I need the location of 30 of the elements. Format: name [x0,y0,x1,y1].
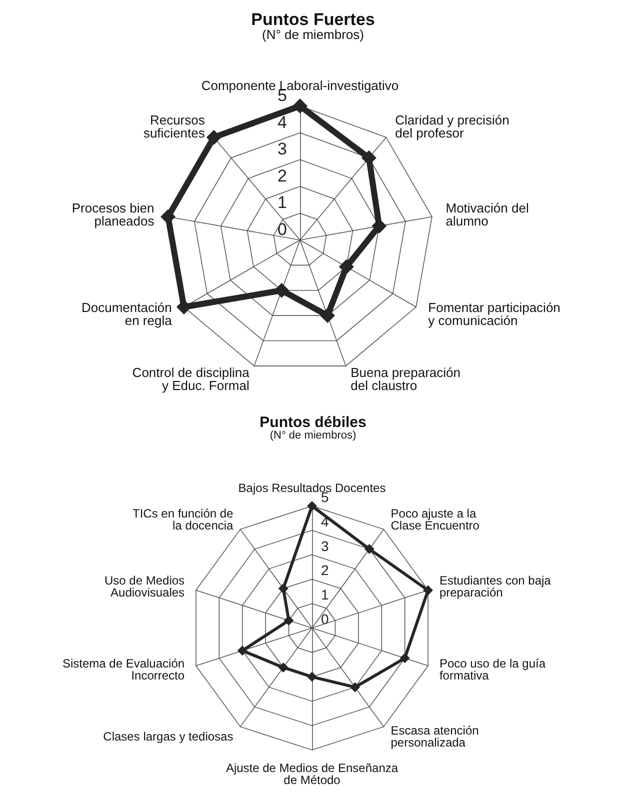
chart-subtitle: (N° de miembros) [262,27,364,42]
chart-title: Puntos débiles [260,414,366,431]
spoke-label: Uso de Medios Audiovisuales [104,574,185,600]
y-tick-label: 2 [321,562,329,578]
spoke-label: Escasa atención personalizada [390,723,479,750]
y-tick-label: 3 [278,140,287,159]
y-tick-label: 2 [278,166,287,186]
y-tick-label: 1 [321,586,329,603]
spoke-label: Motivación del alumno [446,200,529,228]
spoke-label: Procesos bien planeados [72,200,155,228]
spoke-label: Buena preparación del claustro [350,365,460,394]
y-tick-label: 3 [321,538,329,554]
spoke-label: Recursos suficientes [143,112,206,141]
spoke-label: Control de disciplina y Educ. Formal [132,365,250,394]
y-tick-label: 0 [278,220,287,239]
y-tick-label: 0 [321,611,329,627]
spoke-label: Poco uso de la guía formativa [439,656,546,682]
spoke-label: Estudiantes con baja preparación [439,574,552,600]
y-tick-label: 1 [278,193,287,212]
spoke-label: Claridad y precisión del profesor [395,112,510,141]
y-tick-label: 4 [278,112,287,132]
spoke-label: TICs en función de la docencia [132,506,234,533]
spoke-label: Sistema de Evaluación Incorrecto [62,656,185,682]
spoke-label: Ajuste de Medios de Enseñanza de Método [226,761,398,787]
spoke-label: Documentación en regla [82,300,173,328]
spoke-label: Clases largas y tediosas [103,729,234,744]
chart-title: Puntos Fuertes [251,10,375,29]
chart-subtitle: (N° de miembros) [270,430,356,442]
spoke-label: Fomentar participación y comunicación [428,300,560,328]
spoke-label: Poco ajuste a la Clase Encuentro [390,506,480,533]
